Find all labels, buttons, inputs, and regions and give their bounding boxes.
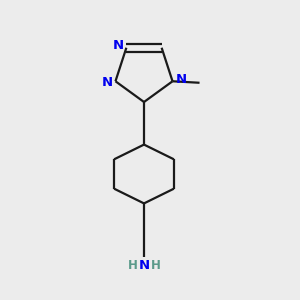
Text: N: N <box>112 39 124 52</box>
Text: N: N <box>138 259 150 272</box>
Text: H: H <box>128 259 137 272</box>
Text: H: H <box>151 259 160 272</box>
Text: N: N <box>176 73 187 86</box>
Text: N: N <box>101 76 112 89</box>
